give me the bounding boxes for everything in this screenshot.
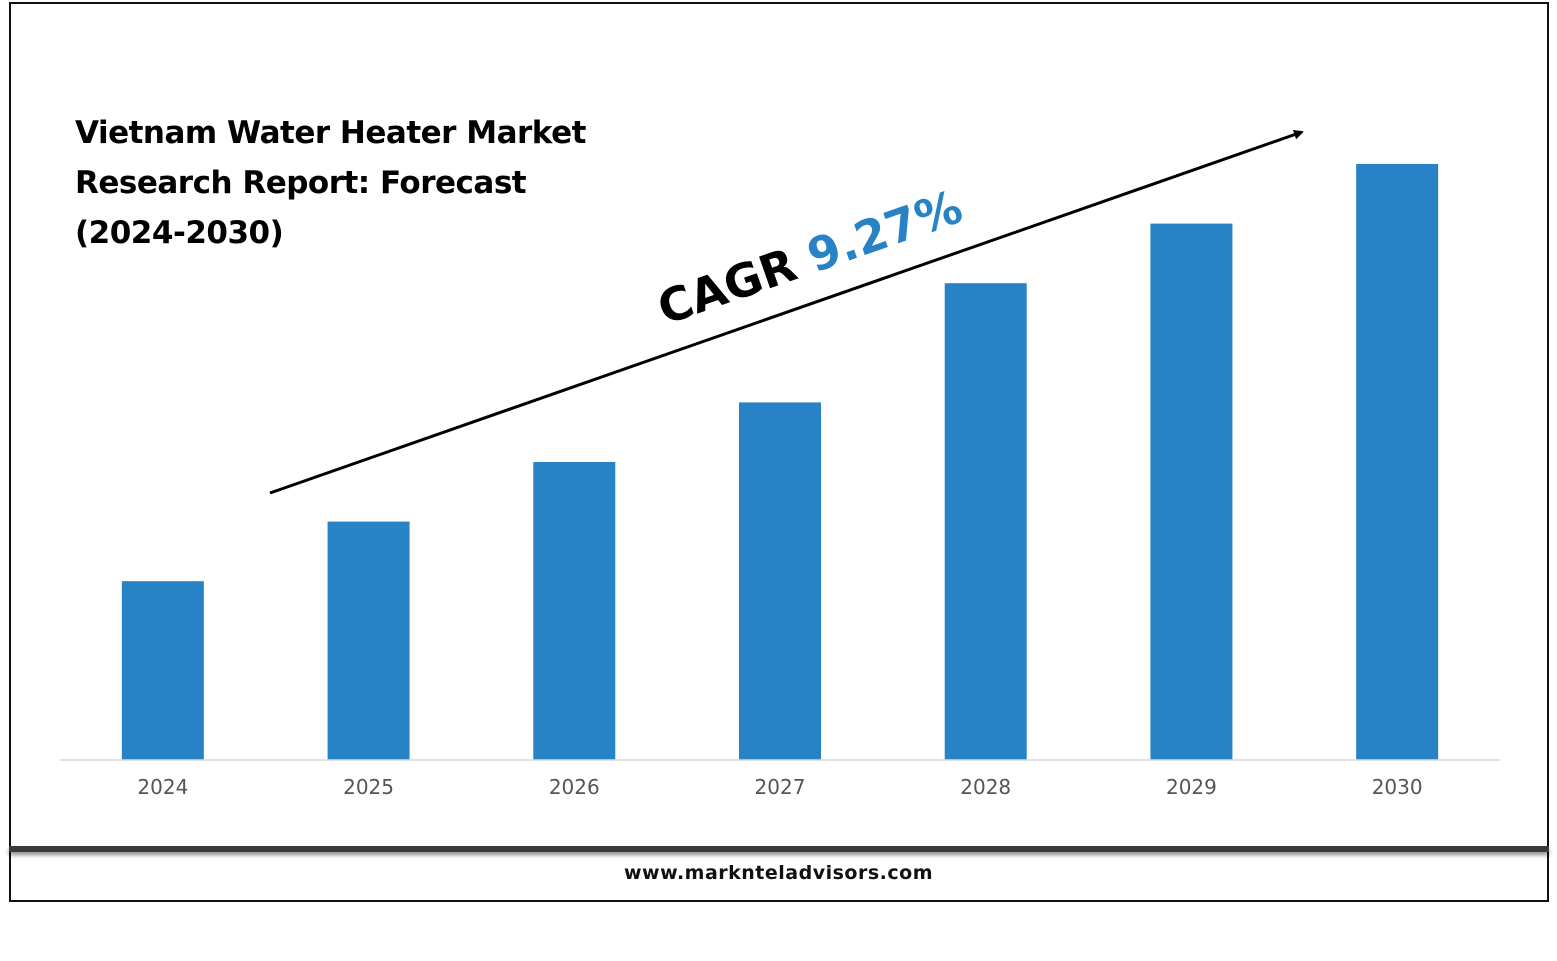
bar-2029 <box>1150 223 1233 761</box>
trend-arrow <box>269 129 1304 495</box>
title-line-3: (2024-2030) <box>75 215 284 251</box>
cagr-value: 9.27% <box>800 179 968 283</box>
bar-2026 <box>533 462 616 760</box>
tick-label-2025: 2025 <box>343 775 394 799</box>
footer-url[interactable]: www.marknteladvisors.com <box>624 862 933 884</box>
x-axis-tick-labels: 2024 2025 2026 2027 2028 2029 2030 <box>137 775 1422 799</box>
cagr-label: CAGR 9.27% <box>651 179 969 335</box>
tick-label-2027: 2027 <box>755 775 806 799</box>
tick-label-2028: 2028 <box>960 775 1011 799</box>
cagr-prefix: CAGR <box>651 232 818 335</box>
footer-divider <box>9 846 1549 852</box>
bar-2025 <box>327 521 410 760</box>
tick-label-2030: 2030 <box>1372 775 1423 799</box>
bar-2024 <box>121 581 204 760</box>
bar-series <box>121 164 1439 761</box>
bar-2030 <box>1356 164 1439 760</box>
tick-label-2029: 2029 <box>1166 775 1217 799</box>
chart-frame <box>9 2 1549 902</box>
title-line-1: Vietnam Water Heater Market <box>75 115 586 151</box>
bar-2027 <box>739 402 821 760</box>
chart-title: Vietnam Water Heater Market Research Rep… <box>75 108 586 258</box>
tick-label-2024: 2024 <box>137 775 188 799</box>
tick-label-2026: 2026 <box>549 775 600 799</box>
title-line-2: Research Report: Forecast <box>75 165 527 201</box>
bar-2028 <box>944 283 1027 760</box>
